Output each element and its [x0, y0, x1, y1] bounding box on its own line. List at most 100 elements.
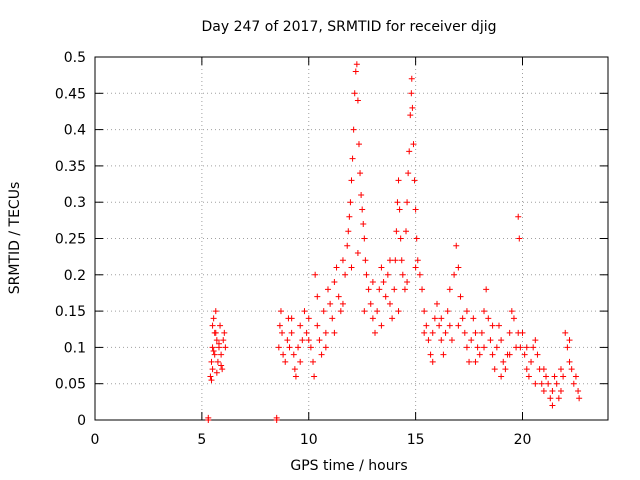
data-point — [540, 366, 547, 373]
data-point — [354, 97, 361, 104]
data-point — [299, 337, 306, 344]
data-point — [405, 170, 412, 177]
data-point — [282, 358, 289, 365]
data-point — [403, 228, 410, 235]
data-point — [438, 337, 445, 344]
data-point — [498, 337, 505, 344]
data-point — [305, 337, 312, 344]
data-point — [481, 308, 488, 315]
y-tick-label: 0.05 — [55, 377, 86, 393]
data-point — [329, 315, 336, 322]
data-point — [273, 414, 280, 421]
data-point — [515, 329, 522, 336]
data-point — [448, 337, 455, 344]
data-point — [502, 366, 509, 373]
data-point — [461, 329, 468, 336]
data-point — [331, 329, 338, 336]
data-point — [538, 380, 545, 387]
data-point — [412, 264, 419, 271]
data-point — [530, 344, 537, 351]
data-point — [421, 308, 428, 315]
data-point — [419, 286, 426, 293]
data-point — [545, 380, 552, 387]
data-point — [451, 271, 458, 278]
data-point — [410, 141, 417, 148]
data-point — [335, 293, 342, 300]
data-point — [205, 414, 212, 421]
data-point — [220, 337, 227, 344]
y-tick-label: 0.45 — [55, 86, 86, 102]
y-tick-label: 0.1 — [64, 340, 86, 356]
data-point — [493, 344, 500, 351]
data-point — [349, 155, 356, 162]
data-point — [210, 315, 217, 322]
data-point — [416, 271, 423, 278]
data-point — [301, 308, 308, 315]
data-point — [363, 271, 370, 278]
data-point — [495, 322, 502, 329]
data-point — [276, 322, 283, 329]
data-point — [353, 61, 360, 68]
data-point — [562, 329, 569, 336]
data-point — [386, 257, 393, 264]
x-tick-label: 10 — [300, 432, 318, 448]
data-point — [528, 358, 535, 365]
data-point — [547, 395, 554, 402]
data-point — [214, 358, 221, 365]
data-point — [314, 293, 321, 300]
data-point — [521, 351, 528, 358]
data-point — [534, 351, 541, 358]
data-point — [393, 228, 400, 235]
data-point — [316, 337, 323, 344]
data-point — [384, 271, 391, 278]
data-point — [215, 340, 222, 347]
data-point — [525, 373, 532, 380]
data-point — [209, 366, 216, 373]
data-point — [508, 308, 515, 315]
data-point — [221, 329, 228, 336]
data-point — [425, 337, 432, 344]
data-point — [331, 279, 338, 286]
data-point — [365, 286, 372, 293]
data-point — [297, 322, 304, 329]
data-point — [411, 177, 418, 184]
data-point — [491, 366, 498, 373]
data-point — [466, 358, 473, 365]
data-point — [429, 358, 436, 365]
data-point — [314, 322, 321, 329]
gridlines — [95, 57, 608, 420]
data-point — [396, 206, 403, 213]
data-point — [395, 177, 402, 184]
data-point — [320, 308, 327, 315]
data-point — [431, 315, 438, 322]
data-point — [414, 257, 421, 264]
data-point — [339, 257, 346, 264]
data-point — [423, 322, 430, 329]
x-tick-label: 20 — [514, 432, 532, 448]
data-point — [457, 293, 464, 300]
data-point — [279, 329, 286, 336]
data-point — [515, 213, 522, 220]
data-point — [359, 206, 366, 213]
data-point — [406, 148, 413, 155]
data-point — [506, 351, 513, 358]
data-point — [485, 315, 492, 322]
data-point — [311, 373, 318, 380]
data-point — [487, 337, 494, 344]
data-point — [360, 220, 367, 227]
chart-title: Day 247 of 2017, SRMTID for receiver dji… — [202, 19, 497, 35]
data-point — [350, 126, 357, 133]
data-point — [453, 242, 460, 249]
data-point — [440, 351, 447, 358]
data-point — [436, 322, 443, 329]
y-tick-label: 0.4 — [64, 123, 86, 139]
data-point — [407, 112, 414, 119]
data-point — [280, 351, 287, 358]
data-point — [372, 329, 379, 336]
data-point — [553, 380, 560, 387]
data-point — [500, 358, 507, 365]
data-point — [459, 315, 466, 322]
data-point — [566, 337, 573, 344]
data-point — [286, 344, 293, 351]
y-tick-label: 0.2 — [64, 268, 86, 284]
